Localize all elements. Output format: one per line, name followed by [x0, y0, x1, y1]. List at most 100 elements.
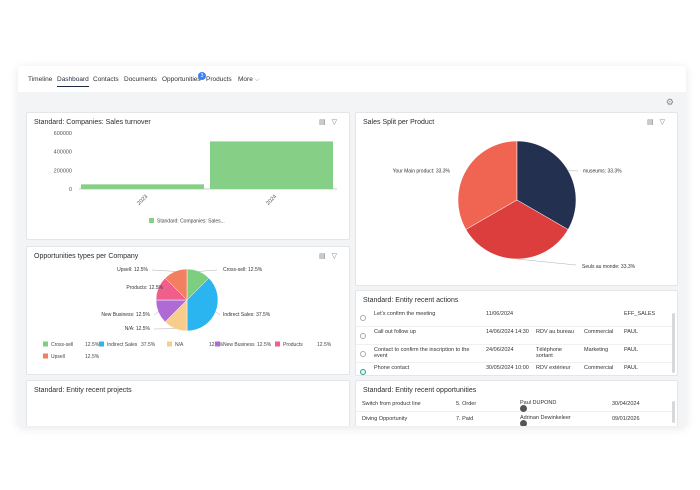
opportunity-owner: Paul DUPOND [520, 400, 556, 412]
table-row[interactable]: Switch from product line 5. Order Paul DUP… [356, 397, 674, 412]
action-title: Let's confirm the meeting [374, 311, 436, 317]
action-type: Téléphone sortant [536, 347, 562, 360]
chevron-down-icon: ⌵ [254, 76, 260, 83]
action-department: Marketing [584, 347, 609, 353]
y-tick-label: 600000 [54, 131, 72, 137]
tab-timeline[interactable]: Timeline [28, 76, 53, 83]
pie-label: N/A: 12.5% [125, 326, 151, 332]
panel-actions: ▤▽ [319, 252, 343, 260]
legend-label: N/A [175, 342, 184, 348]
pie-label: Indirect Sales: 37.5% [223, 312, 271, 318]
pie-label-line [153, 311, 159, 316]
pie-label-line [568, 170, 579, 172]
pie-label-line [465, 170, 469, 172]
panel-recent-actions: Standard: Entity recent actions Let's co… [355, 290, 678, 376]
x-tick-label: 2024 [265, 194, 278, 207]
filter-icon[interactable]: ▽ [331, 253, 343, 260]
bar[interactable] [81, 184, 204, 189]
action-type: RDV extérieur [536, 365, 571, 371]
pie-label-line [151, 269, 176, 272]
gear-icon[interactable]: ⚙ [665, 97, 674, 107]
opportunities-count-badge: 3 [198, 72, 206, 80]
filter-icon[interactable]: ▽ [331, 119, 343, 126]
panel-title: Standard: Entity recent opportunities [363, 387, 477, 394]
legend-value: 12.5% [317, 342, 332, 348]
table-row[interactable]: Phone contact 30/05/2024 10:00 RDV extérie… [356, 363, 674, 375]
scrollbar[interactable] [672, 401, 675, 423]
table-row[interactable]: Call out follow up 14/06/2024 14:30 RDV au… [356, 327, 674, 345]
avatar [520, 420, 527, 426]
action-date: 24/06/2024 [486, 347, 514, 353]
pie-label-line [516, 258, 577, 266]
export-icon[interactable]: ▤ [318, 119, 332, 126]
pie-label-line [215, 311, 221, 316]
panel-opportunity-types: Opportunities types per Company ▤▽ Cross… [26, 246, 350, 375]
legend-swatch [149, 218, 154, 223]
opportunities-table: Switch from product line 5. Order Paul DUP… [356, 397, 674, 426]
legend-label: New Business [223, 342, 255, 348]
filter-icon[interactable]: ▽ [659, 119, 671, 126]
tab-more[interactable]: More ⌵ [238, 76, 260, 84]
panel-title: Sales Split per Product [363, 119, 435, 126]
opportunity-name: Diving Opportunity [362, 416, 408, 422]
panel-title: Standard: Entity recent projects [34, 387, 132, 394]
action-date: 30/05/2024 10:00 [486, 365, 529, 371]
tab-dashboard[interactable]: Dashboard [57, 76, 89, 87]
tab-products[interactable]: Products [206, 76, 232, 83]
radio-circle-icon[interactable] [360, 351, 366, 357]
action-user: PAUL [624, 329, 638, 335]
legend-swatch [43, 341, 48, 347]
tab-bar: Timeline Dashboard Contacts Documents Op… [18, 66, 686, 92]
tab-contacts[interactable]: Contacts [93, 76, 119, 83]
radio-circle-icon[interactable] [360, 315, 366, 321]
legend-value: 37.5% [141, 342, 156, 348]
panel-title: Standard: Entity recent actions [363, 297, 459, 304]
x-tick-label: 2023 [136, 194, 149, 207]
panel-sales-split: Sales Split per Product ▤▽ Your Main pro… [355, 112, 678, 286]
legend-label: Products [283, 342, 303, 348]
pie-label: Products: 12.5% [126, 285, 163, 291]
panel-title: Standard: Companies: Sales turnover [34, 119, 151, 126]
pie-slice[interactable] [186, 277, 219, 332]
action-department: Commercial [584, 329, 614, 335]
export-icon[interactable]: ▤ [646, 119, 660, 126]
opportunity-name: Switch from product line [362, 401, 421, 407]
bar[interactable] [210, 141, 333, 189]
actions-table: Let's confirm the meeting 11/06/2024 EFF_S… [356, 309, 674, 375]
action-title: Contact to confirm the inscription to th… [374, 347, 470, 360]
legend-value: 12.5% [257, 342, 272, 348]
owner-name: Adrinan Dewinkeleer [520, 415, 571, 421]
checked-circle-icon[interactable] [360, 369, 366, 375]
action-department: Commercial [584, 365, 614, 371]
action-user: EFF_SALES [624, 311, 656, 317]
table-row[interactable]: Diving Opportunity 7. Paid Adrinan Dewinke… [356, 412, 674, 426]
legend-swatch [215, 341, 220, 347]
pie-label-line [198, 269, 218, 272]
legend-swatch [275, 341, 280, 347]
pie-label: Cross-sell: 12.5% [223, 267, 263, 273]
pie-slice[interactable] [164, 268, 188, 301]
action-user: PAUL [624, 347, 638, 353]
export-icon[interactable]: ▤ [318, 253, 332, 260]
opportunity-types-chart: Cross-sell: 12.5% Indirect Sales: 37.5% N/… [43, 267, 332, 360]
radio-circle-icon[interactable] [360, 333, 366, 339]
pie-label: Your Main product: 33.3% [393, 169, 451, 175]
tab-opportunities[interactable]: Opportunities [162, 76, 201, 83]
pie-label: Seuls au monde: 33.3% [582, 264, 636, 270]
panel-title: Opportunities types per Company [34, 253, 139, 260]
legend-value: 12.5% [85, 342, 100, 348]
table-row[interactable]: Contact to confirm the inscription to th… [356, 345, 674, 363]
action-type: RDV au bureau [536, 329, 574, 335]
pie-label: New Business: 12.5% [101, 312, 150, 318]
table-row[interactable]: Let's confirm the meeting 11/06/2024 EFF_S… [356, 309, 674, 327]
legend-label: Upsell [51, 354, 65, 360]
legend-swatch [167, 341, 172, 347]
action-date: 11/06/2024 [486, 311, 514, 317]
action-user: PAUL [624, 365, 638, 371]
tab-documents[interactable]: Documents [124, 76, 157, 83]
scrollbar[interactable] [672, 313, 675, 373]
y-tick-label: 200000 [54, 168, 72, 174]
action-title: Call out follow up [374, 329, 416, 335]
sales-turnover-chart: 600000 400000 200000 0 2023 2024 Standard: Com… [54, 131, 337, 225]
opportunity-date: 30/04/2024 [612, 401, 640, 407]
